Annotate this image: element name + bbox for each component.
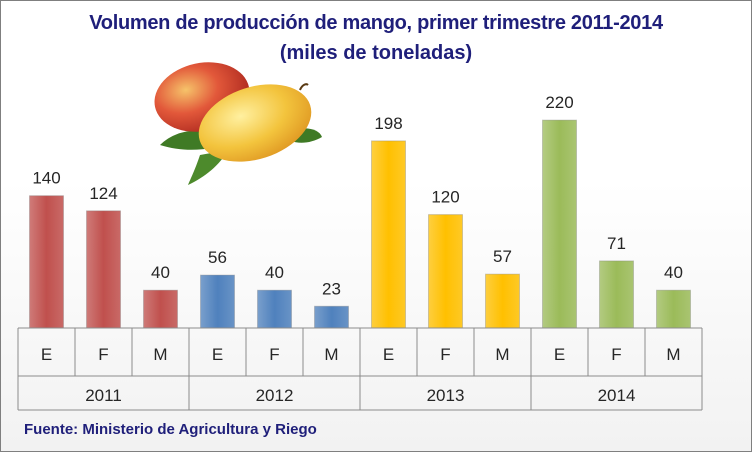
bar-2014-E bbox=[542, 119, 577, 329]
chart-subtitle: (miles de toneladas) bbox=[279, 42, 473, 64]
data-label: 140 bbox=[32, 169, 60, 188]
bar-2012-M bbox=[314, 305, 349, 329]
bar-2012-E bbox=[200, 274, 235, 329]
data-label: 40 bbox=[265, 263, 284, 282]
data-label: 120 bbox=[431, 188, 459, 207]
x-tick-label: M bbox=[666, 345, 680, 364]
x-group-label: 2013 bbox=[427, 386, 465, 405]
x-tick-label: E bbox=[41, 345, 52, 364]
bar-2011-F bbox=[86, 210, 121, 329]
mango-image bbox=[154, 62, 322, 185]
bar-2013-M bbox=[485, 273, 520, 329]
x-tick-label: M bbox=[153, 345, 167, 364]
bar-2011-E bbox=[29, 195, 64, 329]
x-tick-label: E bbox=[383, 345, 394, 364]
x-tick-label: F bbox=[440, 345, 450, 364]
data-label: 220 bbox=[545, 93, 573, 112]
bar-2014-M bbox=[656, 289, 691, 329]
bar-2013-E bbox=[371, 140, 406, 329]
x-group-label: 2012 bbox=[256, 386, 294, 405]
x-group-label: 2014 bbox=[598, 386, 636, 405]
chart-title: Volumen de producción de mango, primer t… bbox=[89, 12, 663, 34]
data-label: 23 bbox=[322, 279, 341, 298]
x-tick-label: M bbox=[324, 345, 338, 364]
x-tick-label: E bbox=[554, 345, 565, 364]
data-label: 56 bbox=[208, 248, 227, 267]
bar-2014-F bbox=[599, 260, 634, 329]
x-tick-label: F bbox=[98, 345, 108, 364]
data-label: 124 bbox=[89, 184, 117, 203]
x-tick-label: E bbox=[212, 345, 223, 364]
source-note: Fuente: Ministerio de Agricultura y Rieg… bbox=[24, 421, 317, 438]
x-tick-label: F bbox=[611, 345, 621, 364]
x-tick-label: M bbox=[495, 345, 509, 364]
bar-2013-F bbox=[428, 214, 463, 329]
data-label: 71 bbox=[607, 234, 626, 253]
bar-2012-F bbox=[257, 289, 292, 329]
data-label: 40 bbox=[151, 263, 170, 282]
data-label: 198 bbox=[374, 114, 402, 133]
bar-2011-M bbox=[143, 289, 178, 329]
data-label: 57 bbox=[493, 247, 512, 266]
x-tick-label: F bbox=[269, 345, 279, 364]
data-label: 40 bbox=[664, 263, 683, 282]
x-group-label: 2011 bbox=[85, 386, 122, 405]
